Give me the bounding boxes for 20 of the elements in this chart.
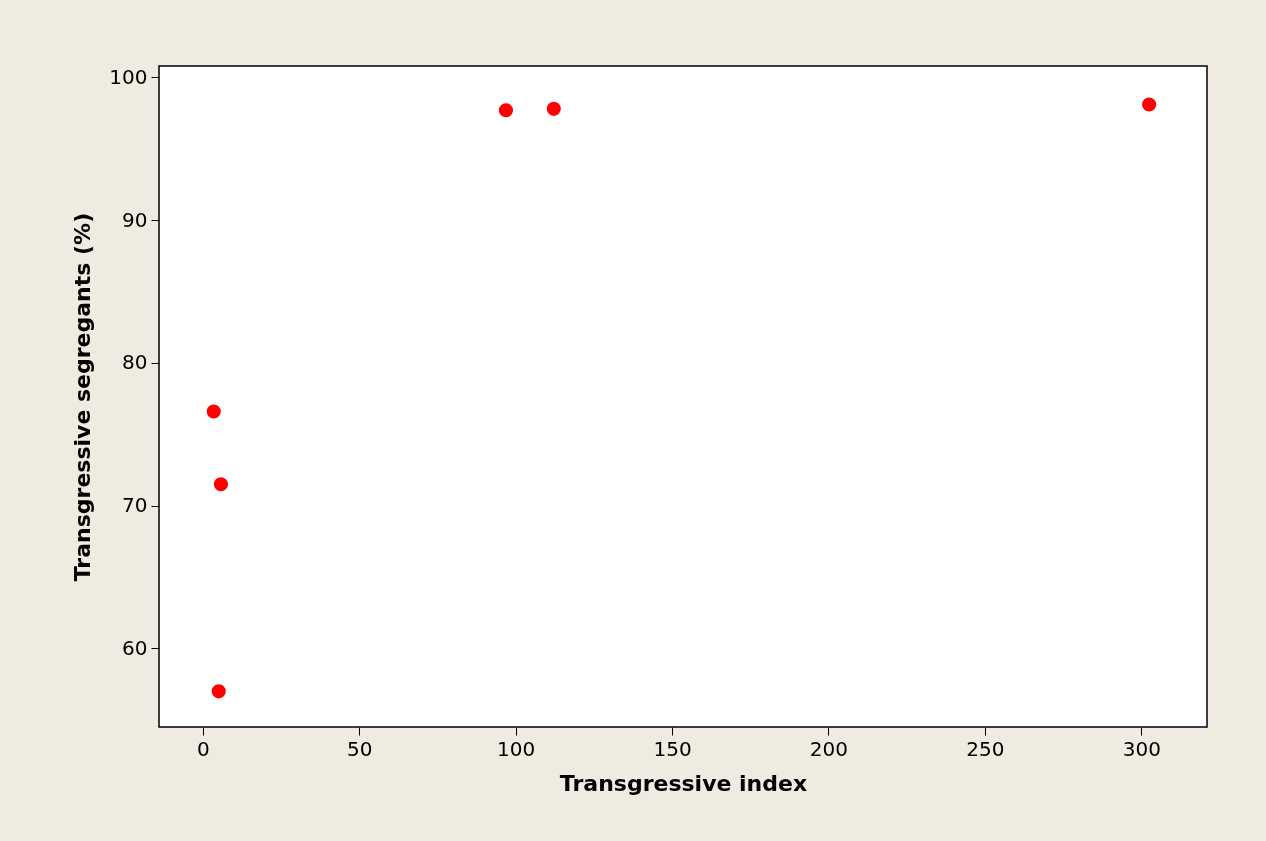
y-tick-label: 90 (122, 207, 148, 232)
x-tick-label: 100 (497, 736, 536, 761)
x-tick-label: 50 (346, 736, 373, 761)
x-tick-label: 300 (1122, 736, 1161, 761)
point (1142, 97, 1157, 112)
point (213, 477, 229, 492)
point (206, 404, 221, 419)
y-tick-label: 60 (122, 635, 148, 660)
x-tick-label: 250 (966, 736, 1005, 761)
point (211, 684, 226, 699)
x-axis-title: Transgressive index (559, 770, 808, 796)
y-tick-label: 100 (109, 64, 148, 89)
point (546, 101, 561, 116)
y-axis-title: Transgressive segregants (%) (70, 212, 96, 582)
x-tick-label: 0 (196, 736, 210, 761)
point (498, 103, 514, 118)
x-tick-label: 150 (653, 736, 692, 761)
y-tick-label: 70 (122, 493, 148, 518)
x-tick-label: 200 (809, 736, 849, 761)
y-tick-label: 80 (122, 350, 148, 375)
